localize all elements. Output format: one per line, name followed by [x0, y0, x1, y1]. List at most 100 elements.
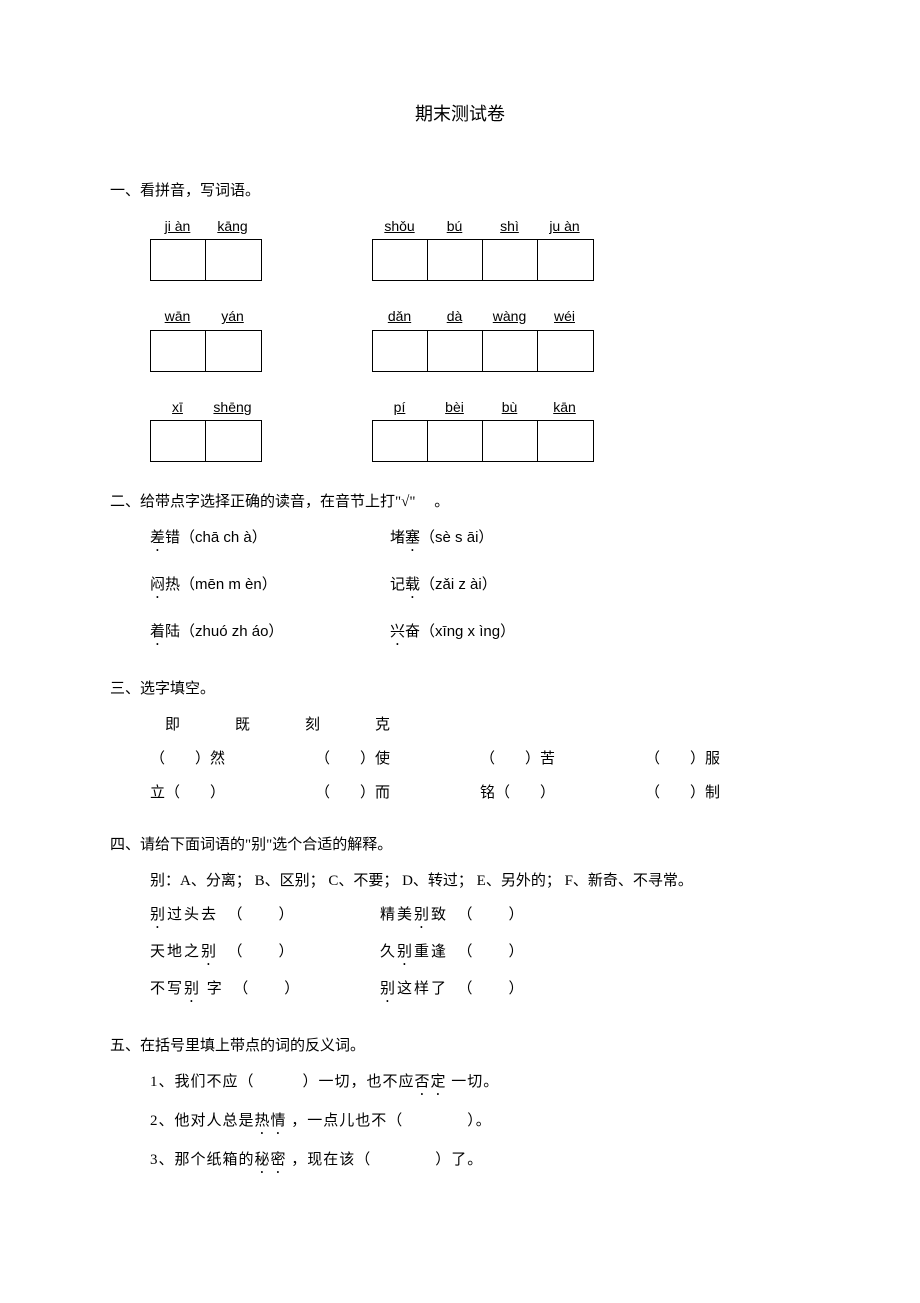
pinyin-boxes	[150, 330, 262, 372]
pinyin-label: xī	[150, 396, 205, 420]
pinyin-labels: wānyán	[150, 305, 262, 329]
answer-box[interactable]	[428, 240, 483, 280]
choice-char: 刻	[305, 713, 320, 737]
pinyin-boxes	[372, 420, 594, 462]
pronunciation-row: 差错（chā ch à）堵塞（sè s āi）	[150, 526, 810, 555]
section3-rows: （ ）然（ ）使（ ）苦（ ）服立（ ）（ ）而铭（ ）（ ）制	[110, 747, 810, 805]
pronunciation-item: 记载（zǎi z ài）	[390, 573, 810, 602]
pinyin-row: wānyán dǎndàwàngwéi	[150, 305, 810, 371]
pinyin-group: xīshēng	[150, 396, 262, 462]
pinyin-label: shǒu	[372, 215, 427, 239]
fill-blank[interactable]: （ ）然	[150, 747, 315, 771]
fill-blank[interactable]: （ ）制	[645, 781, 810, 805]
pinyin-label: kān	[537, 396, 592, 420]
pinyin-labels: ji ànkāng	[150, 215, 262, 239]
answer-box[interactable]	[483, 331, 538, 371]
pinyin-group: píbèibùkān	[372, 396, 594, 462]
fill-row: （ ）然（ ）使（ ）苦（ ）服	[150, 747, 810, 771]
pinyin-label: wàng	[482, 305, 537, 329]
definition-item: 别过头去 （ ）	[150, 903, 380, 932]
definition-row: 不写别 字 （ ）别这样了 （ ）	[150, 977, 810, 1006]
section1-heading: 一、看拼音，写词语。	[110, 179, 810, 203]
pronunciation-item: 差错（chā ch à）	[150, 526, 390, 555]
fill-blank[interactable]: 铭（ ）	[480, 781, 645, 805]
pronunciation-row: 着陆（zhuó zh áo）兴奋（xīng x ìng）	[150, 620, 810, 649]
section4-rows: 别过头去 （ ）精美别致 （ ）天地之别 （ ）久别重逢 （ ）不写别 字 （ …	[110, 903, 810, 1006]
fill-blank[interactable]: （ ）苦	[480, 747, 645, 771]
pinyin-group: wānyán	[150, 305, 262, 371]
pinyin-labels: shǒubúshìju àn	[372, 215, 594, 239]
answer-box[interactable]	[428, 421, 483, 461]
answer-box[interactable]	[373, 421, 428, 461]
answer-box[interactable]	[538, 240, 593, 280]
pinyin-labels: dǎndàwàngwéi	[372, 305, 594, 329]
section1-content: ji ànkāng shǒubúshìju àn wānyán dǎndàwàngwé…	[110, 215, 810, 462]
pronunciation-item: 堵塞（sè s āi）	[390, 526, 810, 555]
section3-heading: 三、选字填空。	[110, 677, 810, 701]
antonym-item: 2、他对人总是热情 ，一点儿也不（ ）。	[150, 1109, 810, 1138]
pinyin-label: ji àn	[150, 215, 205, 239]
pinyin-row: xīshēng píbèibùkān	[150, 396, 810, 462]
answer-box[interactable]	[151, 331, 206, 371]
pronunciation-item: 闷热（mēn m èn）	[150, 573, 390, 602]
pinyin-label: wéi	[537, 305, 592, 329]
pinyin-group: ji ànkāng	[150, 215, 262, 281]
pinyin-row: ji ànkāng shǒubúshìju àn	[150, 215, 810, 281]
definition-item: 天地之别 （ ）	[150, 940, 380, 969]
pinyin-label: shì	[482, 215, 537, 239]
pinyin-label: pí	[372, 396, 427, 420]
answer-box[interactable]	[206, 240, 261, 280]
pronunciation-item: 兴奋（xīng x ìng）	[390, 620, 810, 649]
section4-key: 别：A、分离； B、区别； C、不要； D、转过； E、另外的； F、新奇、不寻…	[150, 869, 810, 893]
pinyin-label: kāng	[205, 215, 260, 239]
pinyin-label: bú	[427, 215, 482, 239]
pinyin-label: dǎn	[372, 305, 427, 329]
answer-box[interactable]	[151, 421, 206, 461]
section4-heading: 四、请给下面词语的"别"选个合适的解释。	[110, 833, 810, 857]
pinyin-label: bèi	[427, 396, 482, 420]
pinyin-labels: xīshēng	[150, 396, 262, 420]
fill-blank[interactable]: （ ）服	[645, 747, 810, 771]
answer-box[interactable]	[483, 240, 538, 280]
pinyin-label: ju àn	[537, 215, 592, 239]
fill-blank[interactable]: （ ）而	[315, 781, 480, 805]
definition-item: 精美别致 （ ）	[380, 903, 526, 932]
pronunciation-row: 闷热（mēn m èn）记载（zǎi z ài）	[150, 573, 810, 602]
pinyin-label: wān	[150, 305, 205, 329]
pinyin-labels: píbèibùkān	[372, 396, 594, 420]
section3-choices: 即既刻克	[165, 713, 810, 737]
choice-char: 即	[165, 713, 180, 737]
pinyin-boxes	[372, 239, 594, 281]
pinyin-label: shēng	[205, 396, 260, 420]
answer-box[interactable]	[483, 421, 538, 461]
antonym-item: 1、我们不应（ ）一切，也不应否定 一切。	[150, 1070, 810, 1099]
choice-char: 既	[235, 713, 250, 737]
section5-items: 1、我们不应（ ）一切，也不应否定 一切。 2、他对人总是热情 ，一点儿也不（ ）…	[110, 1070, 810, 1177]
pinyin-group: shǒubúshìju àn	[372, 215, 594, 281]
definition-row: 天地之别 （ ）久别重逢 （ ）	[150, 940, 810, 969]
antonym-item: 3、那个纸箱的秘密 ，现在该（ ）了。	[150, 1148, 810, 1177]
answer-box[interactable]	[538, 421, 593, 461]
definition-item: 不写别 字 （ ）	[150, 977, 380, 1006]
section2-heading: 二、给带点字选择正确的读音，在音节上打"√" 。	[110, 490, 810, 514]
answer-box[interactable]	[373, 240, 428, 280]
pinyin-label: bù	[482, 396, 537, 420]
fill-blank[interactable]: （ ）使	[315, 747, 480, 771]
answer-box[interactable]	[538, 331, 593, 371]
section5-heading: 五、在括号里填上带点的词的反义词。	[110, 1034, 810, 1058]
answer-box[interactable]	[206, 421, 261, 461]
pinyin-boxes	[150, 420, 262, 462]
pinyin-boxes	[150, 239, 262, 281]
answer-box[interactable]	[373, 331, 428, 371]
definition-row: 别过头去 （ ）精美别致 （ ）	[150, 903, 810, 932]
definition-item: 久别重逢 （ ）	[380, 940, 526, 969]
answer-box[interactable]	[206, 331, 261, 371]
pinyin-label: dà	[427, 305, 482, 329]
pinyin-label: yán	[205, 305, 260, 329]
fill-row: 立（ ）（ ）而铭（ ）（ ）制	[150, 781, 810, 805]
fill-blank[interactable]: 立（ ）	[150, 781, 315, 805]
answer-box[interactable]	[428, 331, 483, 371]
definition-item: 别这样了 （ ）	[380, 977, 526, 1006]
pinyin-boxes	[372, 330, 594, 372]
answer-box[interactable]	[151, 240, 206, 280]
